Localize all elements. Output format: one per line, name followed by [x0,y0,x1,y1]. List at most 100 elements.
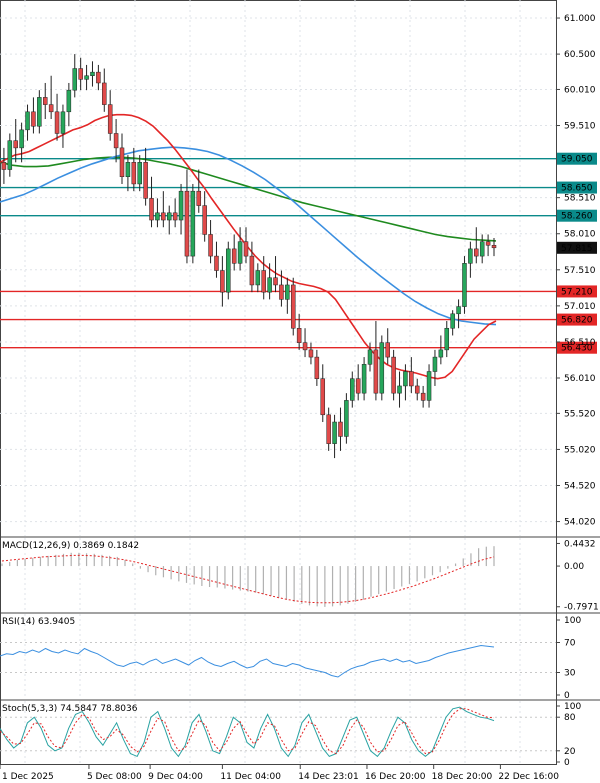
stoch-label: Stoch(5,3,3) 74.5847 78.8036 [2,704,138,714]
candle-body [273,277,278,286]
level-price-label: 56.430 [561,344,593,354]
price-tick-label: 57.510 [564,266,596,276]
rsi-tick-label: 100 [564,616,581,626]
candle-body [25,111,30,131]
price-tick-label: 60.010 [564,85,596,95]
candle-body [361,364,367,394]
candle-body [231,248,237,264]
level-price-tag [557,341,597,354]
level-price-label: 59.050 [561,155,593,165]
candle-body [426,371,432,401]
candle-body [344,400,349,437]
current-price-label: 57.815 [561,244,593,254]
price-tick-label: 61.000 [564,14,596,24]
candle-body [314,356,320,379]
time-tick-label: 1 Dec 2025 [2,772,54,782]
price-tick-label: 54.020 [564,518,596,528]
candle-body [131,162,137,185]
candle-body [60,111,66,134]
candle-body [320,378,326,416]
candle-body [249,255,255,286]
rsi-tick-label: 0 [564,691,570,701]
candle-body [350,378,355,401]
candle-body [326,414,331,444]
price-tick-label: 58.010 [564,230,596,240]
rsi-tick-label: 70 [564,639,576,649]
macd-tick-label: -0.7971 [564,603,599,613]
time-tick-label: 14 Dec 23:01 [298,772,359,782]
candle-body [302,342,308,351]
macd-tick-label: 0.00 [564,562,584,572]
current-price-tag [557,241,597,254]
candle-body [456,306,461,315]
candle-body [66,89,72,113]
level-price-tag [557,209,597,222]
candle-body [107,104,113,134]
candle-body [84,75,89,80]
candlesticks [0,54,497,459]
macd-signal-line [1,554,495,604]
candle-body [438,349,444,358]
candle-body [444,327,450,351]
candle-body [125,162,131,177]
level-price-label: 58.260 [561,212,593,222]
candle-body [391,356,396,394]
candle-body [48,104,54,113]
price-tick-label: 56.010 [564,374,596,384]
candle-body [13,140,18,149]
candle-body [113,133,119,149]
candle-body [367,349,373,365]
candle-body [119,147,125,177]
ma-blue-line [0,146,497,326]
candle-body [285,284,290,300]
candle-body [31,111,36,127]
candle-body [373,349,379,394]
level-price-tag [557,152,597,165]
stoch-tick-label: 80 [564,713,576,723]
macd-panel: 0.4432 0.00 -0.7971 [1,539,599,613]
candle-body [491,245,497,249]
candle-body [432,356,438,372]
candle-body [403,371,408,387]
time-tick-label: 18 Dec 20:00 [432,772,493,782]
time-tick-label: 9 Dec 04:00 [148,772,203,782]
stoch-d-line [0,708,495,755]
ma-green-line [0,156,497,242]
price-axis: 61.000 60.500 60.010 59.510 58.510 58.010 57.5… [556,14,596,528]
price-tick-label: 59.510 [564,122,596,132]
candle-body [296,327,302,343]
candle-body [485,241,491,246]
candle-body [161,212,166,221]
candle-body [155,212,160,221]
time-tick-label: 11 Dec 04:00 [220,772,281,782]
candle-body [196,190,202,206]
candle-body [385,342,390,358]
macd-label: MACD(12,26,9) 0.3869 0.1842 [2,541,139,551]
stoch-tick-label: 100 [564,702,581,712]
price-tick-label: 55.020 [564,445,596,455]
rsi-panel: 100 70 30 0 [0,616,581,701]
candle-body [397,385,402,394]
candle-body [143,162,148,199]
candle-body [202,205,207,235]
level-price-label: 58.650 [561,184,593,194]
candle-body [78,68,83,80]
candle-body [338,421,343,437]
stoch-tick-label: 0 [564,758,570,768]
candle-body [72,68,78,91]
candle-body [474,248,479,257]
candle-body [267,277,272,293]
price-tick-label: 55.520 [564,409,596,419]
candle-body [190,190,196,257]
candle-body [184,190,190,257]
rsi-tick-label: 30 [564,669,576,679]
time-tick-label: 5 Dec 08:00 [87,772,142,782]
horizontal-levels[interactable]: 59.050 58.650 58.260 57.210 56.820 56.430 57.8… [0,152,597,354]
time-tick-label: 16 Dec 20:00 [365,772,426,782]
level-price-tag [557,181,597,194]
candle-body [137,162,142,185]
grid-lines [0,0,556,765]
candle-body [243,241,249,257]
price-tick-label: 57.010 [564,302,596,312]
